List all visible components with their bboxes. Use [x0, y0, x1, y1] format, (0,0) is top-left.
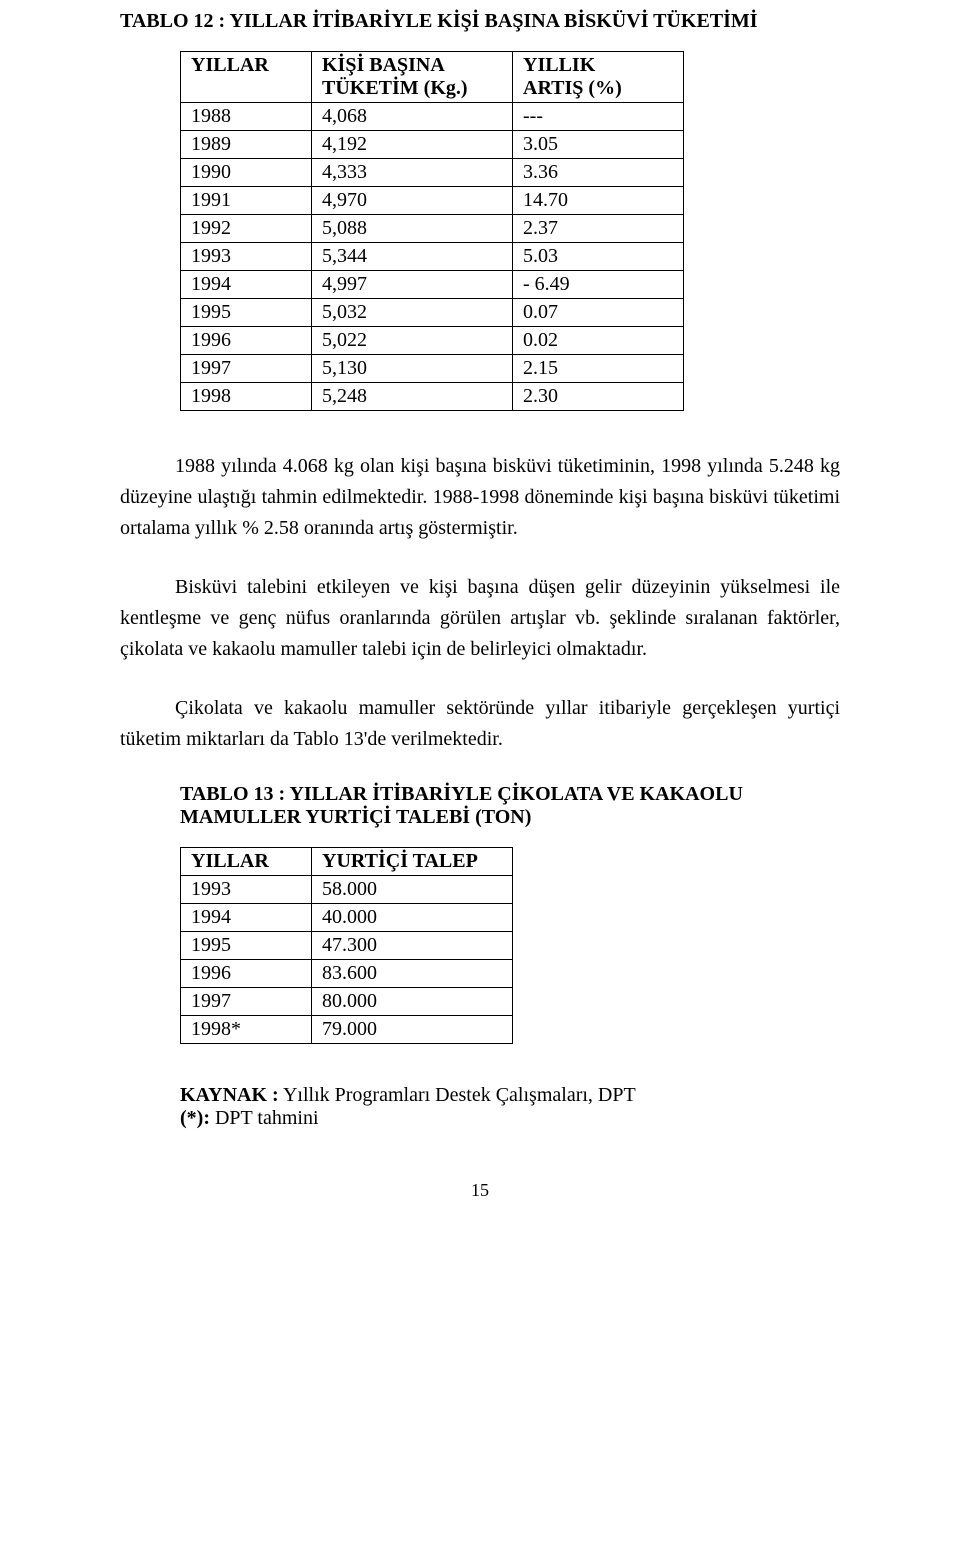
document-page: TABLO 12 : YILLAR İTİBARİYLE KİŞİ BAŞINA… — [0, 0, 960, 1231]
paragraph-3-text: Çikolata ve kakaolu mamuller sektöründe … — [120, 697, 840, 750]
cell-year: 1992 — [181, 215, 312, 243]
cell-increase: 0.07 — [513, 299, 684, 327]
paragraph-3: Çikolata ve kakaolu mamuller sektöründe … — [120, 693, 840, 755]
table-row: 19975,1302.15 — [181, 355, 684, 383]
paragraph-1: 1988 yılında 4.068 kg olan kişi başına b… — [120, 451, 840, 544]
cell-year: 1997 — [181, 355, 312, 383]
table-row: 199440.000 — [181, 904, 513, 932]
cell-consumption: 4,068 — [312, 103, 513, 131]
cell-year: 1997 — [181, 988, 312, 1016]
table-row: 199358.000 — [181, 876, 513, 904]
cell-year: 1996 — [181, 960, 312, 988]
source-text: Yıllık Programları Destek Çalışmaları, D… — [279, 1084, 636, 1106]
cell-increase: --- — [513, 103, 684, 131]
cell-consumption: 5,248 — [312, 383, 513, 411]
cell-year: 1991 — [181, 187, 312, 215]
cell-demand: 80.000 — [312, 988, 513, 1016]
paragraph-2-text: Bisküvi talebini etkileyen ve kişi başın… — [120, 576, 840, 660]
table-row: 199683.600 — [181, 960, 513, 988]
page-number: 15 — [120, 1180, 840, 1201]
paragraph-2: Bisküvi talebini etkileyen ve kişi başın… — [120, 572, 840, 665]
table-row: 1998*79.000 — [181, 1016, 513, 1044]
cell-increase: 0.02 — [513, 327, 684, 355]
cell-increase: - 6.49 — [513, 271, 684, 299]
cell-increase: 14.70 — [513, 187, 684, 215]
cell-consumption: 5,088 — [312, 215, 513, 243]
cell-consumption: 4,997 — [312, 271, 513, 299]
table12: YILLAR KİŞİ BAŞINA TÜKETİM (Kg.) YILLIK … — [180, 51, 684, 411]
cell-demand: 83.600 — [312, 960, 513, 988]
table12-header-c2b: TÜKETİM (Kg.) — [322, 77, 468, 99]
table12-header-increase: YILLIK ARTIŞ (%) — [513, 52, 684, 103]
table-row: 19884,068--- — [181, 103, 684, 131]
cell-year: 1994 — [181, 271, 312, 299]
table-row: 199547.300 — [181, 932, 513, 960]
cell-consumption: 5,344 — [312, 243, 513, 271]
note-label: (*): — [180, 1107, 210, 1129]
cell-year: 1998* — [181, 1016, 312, 1044]
table12-header-year: YILLAR — [181, 52, 312, 103]
cell-demand: 79.000 — [312, 1016, 513, 1044]
cell-increase: 2.37 — [513, 215, 684, 243]
cell-increase: 2.30 — [513, 383, 684, 411]
table-row: 19985,2482.30 — [181, 383, 684, 411]
cell-year: 1993 — [181, 876, 312, 904]
table-row: 19965,0220.02 — [181, 327, 684, 355]
cell-year: 1994 — [181, 904, 312, 932]
table12-header-consumption: KİŞİ BAŞINA TÜKETİM (Kg.) — [312, 52, 513, 103]
paragraph-1-text: 1988 yılında 4.068 kg olan kişi başına b… — [120, 455, 840, 539]
table12-header-c3b: ARTIŞ (%) — [523, 77, 622, 99]
cell-demand: 58.000 — [312, 876, 513, 904]
cell-increase: 3.05 — [513, 131, 684, 159]
cell-increase: 3.36 — [513, 159, 684, 187]
cell-consumption: 4,192 — [312, 131, 513, 159]
table-row: 19894,1923.05 — [181, 131, 684, 159]
table-row: 19944,997- 6.49 — [181, 271, 684, 299]
cell-year: 1989 — [181, 131, 312, 159]
cell-demand: 47.300 — [312, 932, 513, 960]
cell-increase: 5.03 — [513, 243, 684, 271]
table-row: 19914,97014.70 — [181, 187, 684, 215]
cell-consumption: 5,022 — [312, 327, 513, 355]
cell-year: 1993 — [181, 243, 312, 271]
table-row: 19925,0882.37 — [181, 215, 684, 243]
cell-year: 1988 — [181, 103, 312, 131]
table13-header-year: YILLAR — [181, 848, 312, 876]
cell-consumption: 5,130 — [312, 355, 513, 383]
cell-demand: 40.000 — [312, 904, 513, 932]
table-row: 19955,0320.07 — [181, 299, 684, 327]
table12-title: TABLO 12 : YILLAR İTİBARİYLE KİŞİ BAŞINA… — [120, 10, 840, 33]
cell-year: 1990 — [181, 159, 312, 187]
table12-header-c2a: KİŞİ BAŞINA — [322, 54, 445, 76]
cell-year: 1995 — [181, 299, 312, 327]
table12-header-c3a: YILLIK — [523, 54, 595, 76]
cell-consumption: 4,333 — [312, 159, 513, 187]
table13-header-row: YILLAR YURTİÇİ TALEP — [181, 848, 513, 876]
cell-consumption: 5,032 — [312, 299, 513, 327]
table12-header-row: YILLAR KİŞİ BAŞINA TÜKETİM (Kg.) YILLIK … — [181, 52, 684, 103]
cell-year: 1998 — [181, 383, 312, 411]
table-row: 19935,3445.03 — [181, 243, 684, 271]
table13: YILLAR YURTİÇİ TALEP 199358.000199440.00… — [180, 847, 513, 1044]
table13-source: KAYNAK : Yıllık Programları Destek Çalış… — [180, 1084, 840, 1130]
table13-title: TABLO 13 : YILLAR İTİBARİYLE ÇİKOLATA VE… — [120, 783, 840, 829]
table-row: 199780.000 — [181, 988, 513, 1016]
note-text: DPT tahmini — [210, 1107, 319, 1129]
table13-header-demand: YURTİÇİ TALEP — [312, 848, 513, 876]
cell-consumption: 4,970 — [312, 187, 513, 215]
source-label: KAYNAK : — [180, 1084, 279, 1106]
cell-year: 1995 — [181, 932, 312, 960]
cell-year: 1996 — [181, 327, 312, 355]
cell-increase: 2.15 — [513, 355, 684, 383]
table-row: 19904,3333.36 — [181, 159, 684, 187]
